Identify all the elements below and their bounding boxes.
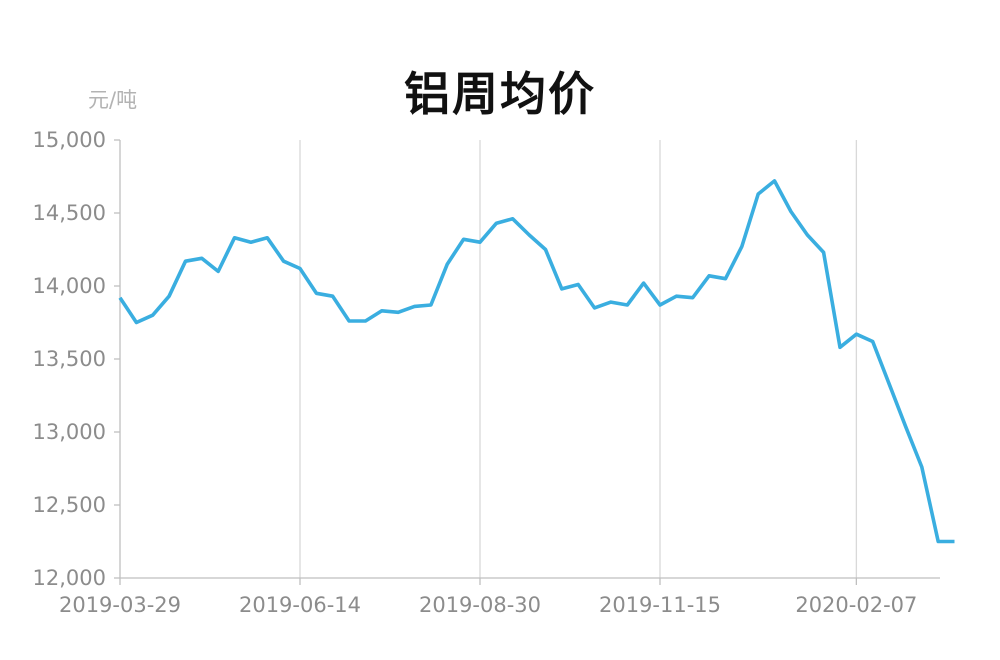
y-tick-label: 13,500 bbox=[33, 347, 106, 371]
data-point bbox=[593, 306, 596, 309]
y-axis-unit-label: 元/吨 bbox=[88, 88, 138, 112]
data-point bbox=[151, 314, 154, 317]
data-point bbox=[609, 301, 612, 304]
data-point bbox=[495, 222, 498, 225]
data-point bbox=[446, 263, 449, 266]
data-point bbox=[462, 238, 465, 241]
data-point bbox=[708, 274, 711, 277]
data-point bbox=[315, 292, 318, 295]
data-point bbox=[822, 251, 825, 254]
data-point bbox=[658, 303, 661, 306]
data-point bbox=[528, 233, 531, 236]
data-point bbox=[217, 270, 220, 273]
data-point bbox=[642, 282, 645, 285]
data-point bbox=[135, 321, 138, 324]
data-point bbox=[266, 236, 269, 239]
data-point bbox=[691, 296, 694, 299]
data-point bbox=[920, 465, 923, 468]
data-point bbox=[282, 260, 285, 263]
data-point bbox=[331, 295, 334, 298]
data-point bbox=[348, 319, 351, 322]
x-tick-label: 2019-06-14 bbox=[239, 593, 361, 617]
data-point bbox=[364, 319, 367, 322]
data-point bbox=[773, 179, 776, 182]
data-point bbox=[888, 382, 891, 385]
x-tick-label: 2019-03-29 bbox=[59, 593, 181, 617]
data-point bbox=[937, 540, 940, 543]
y-tick-label: 14,000 bbox=[33, 274, 106, 298]
data-point bbox=[184, 260, 187, 263]
data-point bbox=[871, 340, 874, 343]
x-tick-label: 2020-02-07 bbox=[795, 593, 917, 617]
data-point bbox=[789, 210, 792, 213]
data-point bbox=[560, 287, 563, 290]
data-point bbox=[118, 296, 121, 299]
data-point bbox=[511, 217, 514, 220]
series-line bbox=[118, 179, 955, 544]
y-tick-label: 13,000 bbox=[33, 420, 106, 444]
y-tick-label: 15,000 bbox=[33, 128, 106, 152]
data-point bbox=[626, 303, 629, 306]
x-tick-label: 2019-11-15 bbox=[599, 593, 721, 617]
data-point bbox=[249, 241, 252, 244]
data-point bbox=[724, 277, 727, 280]
data-point bbox=[740, 245, 743, 248]
data-point bbox=[478, 241, 481, 244]
y-tick-label: 12,500 bbox=[33, 493, 106, 517]
data-point bbox=[168, 295, 171, 298]
y-tick-label: 12,000 bbox=[33, 566, 106, 590]
data-point bbox=[953, 540, 956, 543]
data-point bbox=[757, 192, 760, 195]
data-point bbox=[904, 425, 907, 428]
chart-title: 铝周均价 bbox=[404, 67, 596, 121]
data-point bbox=[397, 311, 400, 314]
data-point bbox=[233, 236, 236, 239]
data-point bbox=[577, 283, 580, 286]
data-point bbox=[429, 303, 432, 306]
y-tick-label: 14,500 bbox=[33, 201, 106, 225]
data-point bbox=[413, 305, 416, 308]
data-point bbox=[200, 257, 203, 260]
data-point bbox=[380, 309, 383, 312]
data-point bbox=[806, 233, 809, 236]
data-point bbox=[855, 333, 858, 336]
data-point bbox=[675, 295, 678, 298]
x-tick-label: 2019-08-30 bbox=[419, 593, 541, 617]
data-point bbox=[838, 346, 841, 349]
data-point bbox=[544, 248, 547, 251]
data-point bbox=[298, 267, 301, 270]
